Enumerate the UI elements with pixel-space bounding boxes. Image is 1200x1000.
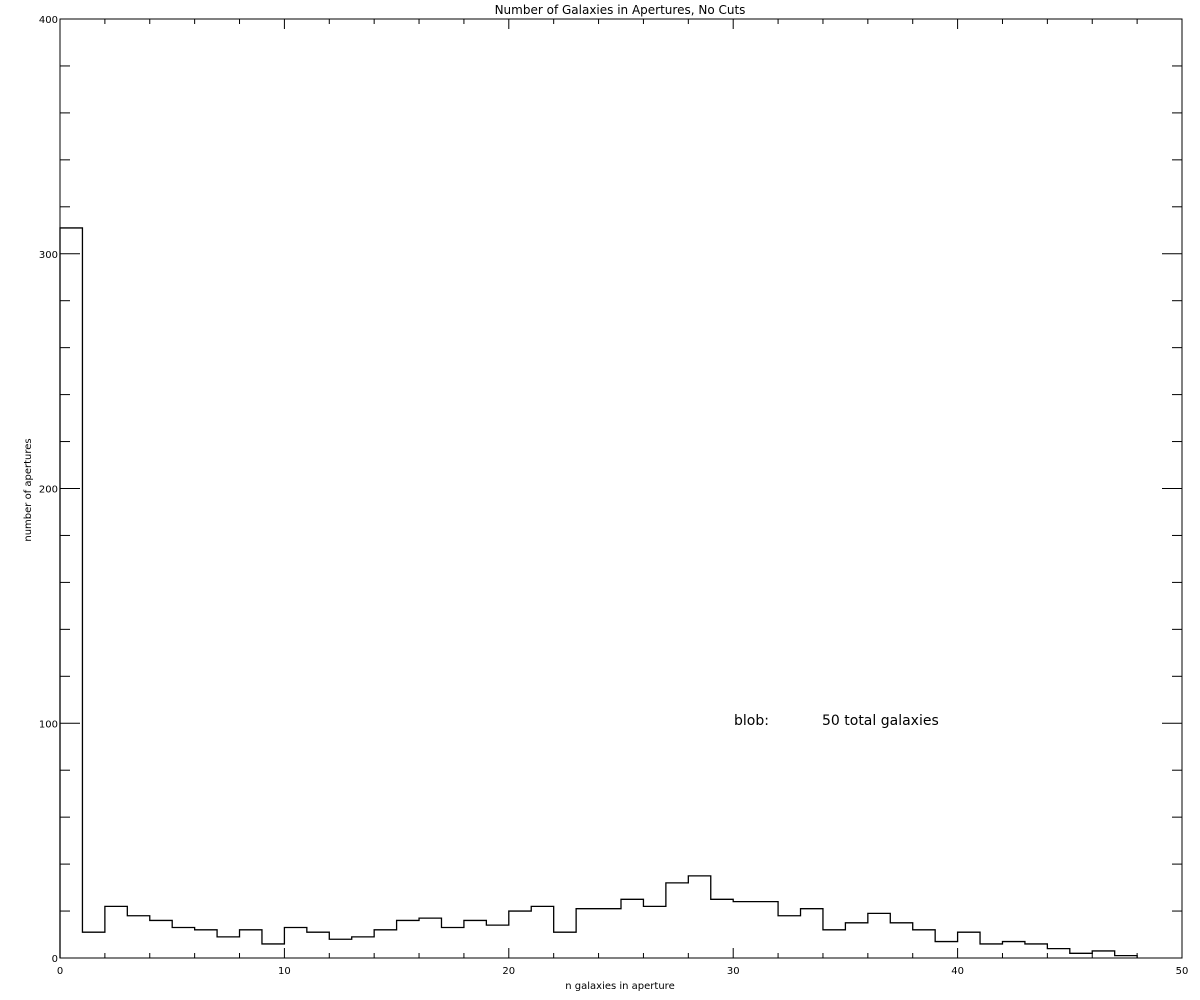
annotation-label: blob: xyxy=(734,713,769,729)
y-axis-ticks xyxy=(60,18,1182,959)
y-tick-label: 300 xyxy=(39,250,58,261)
x-tick-label: 50 xyxy=(1176,966,1189,977)
x-tick-label: 10 xyxy=(278,966,291,977)
plot-frame xyxy=(59,18,1183,959)
y-tick-label: 400 xyxy=(39,15,58,26)
y-tick-label: 100 xyxy=(39,719,58,730)
x-axis-ticks xyxy=(59,19,1183,958)
x-tick-label: 30 xyxy=(727,966,740,977)
x-tick-label: 40 xyxy=(951,966,964,977)
annotation-value: 50 total galaxies xyxy=(822,713,939,729)
histogram-series xyxy=(59,227,1138,958)
x-tick-label: 20 xyxy=(502,966,515,977)
x-axis-tick-labels: 0 10 20 30 40 50 xyxy=(57,966,1189,977)
y-axis-tick-labels: 0 100 200 300 400 xyxy=(39,15,58,965)
chart-title: Number of Galaxies in Apertures, No Cuts xyxy=(495,3,746,17)
y-tick-label: 0 xyxy=(52,954,58,965)
x-axis-label: n galaxies in aperture xyxy=(565,981,674,992)
x-tick-label: 0 xyxy=(57,966,63,977)
y-axis-label: number of apertures xyxy=(23,438,34,541)
y-tick-label: 200 xyxy=(39,485,58,496)
